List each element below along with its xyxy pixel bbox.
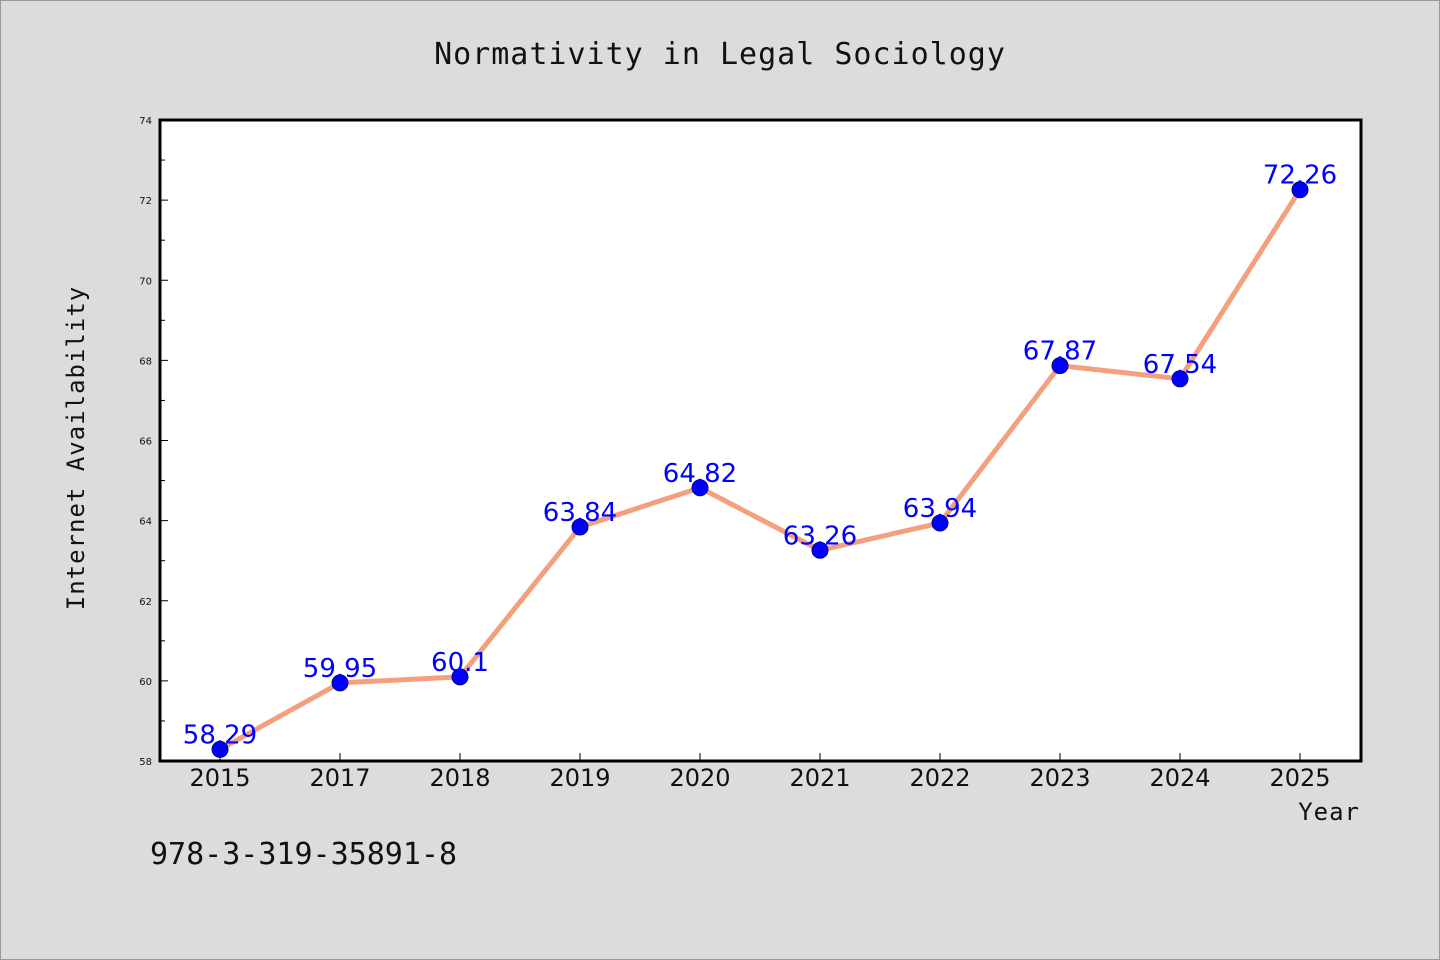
data-label: 60.1 — [431, 648, 489, 678]
y-tick-label: 70 — [139, 276, 152, 287]
chart-title: Normativity in Legal Sociology — [434, 37, 1006, 72]
data-label: 64.82 — [663, 459, 737, 489]
data-point — [211, 740, 229, 758]
y-tick-label: 68 — [139, 356, 152, 367]
data-point — [451, 668, 469, 686]
data-point — [1291, 181, 1309, 199]
data-point — [1051, 357, 1069, 375]
data-label: 67.54 — [1143, 350, 1217, 380]
x-tick-label: 2021 — [789, 764, 850, 792]
data-label: 63.94 — [903, 494, 977, 524]
y-tick-label: 60 — [139, 677, 152, 688]
y-tick-label: 64 — [139, 517, 152, 528]
x-tick-label: 2023 — [1029, 764, 1090, 792]
data-label: 59.95 — [303, 654, 377, 684]
x-axis-label: Year — [1298, 798, 1360, 826]
x-tick-label: 2017 — [309, 764, 370, 792]
x-tick-label: 2022 — [909, 764, 970, 792]
data-point — [931, 514, 949, 532]
data-point — [1171, 370, 1189, 388]
x-tick-label: 2019 — [549, 764, 610, 792]
data-label: 72.26 — [1263, 161, 1337, 191]
data-point — [811, 541, 829, 559]
y-tick-label: 58 — [139, 757, 152, 768]
isbn-footnote: 978-3-319-35891-8 — [150, 837, 457, 872]
x-tick-label: 2020 — [669, 764, 730, 792]
series-line — [217, 187, 1303, 752]
data-point — [571, 518, 589, 536]
y-tick-label: 66 — [139, 437, 152, 448]
y-axis: 58 60 62 64 66 68 70 72 74 — [139, 116, 168, 768]
data-label: 67.87 — [1023, 337, 1097, 367]
plot-area — [158, 118, 1363, 763]
y-tick-label: 74 — [139, 116, 152, 127]
series-group: 58.29 59.95 60.1 63.84 64.82 63.26 63.94 67.87 6… — [183, 161, 1337, 758]
data-label: 63.26 — [783, 521, 857, 551]
data-point — [331, 674, 349, 692]
y-axis-label: Internet Availability — [62, 286, 90, 610]
data-point — [691, 479, 709, 497]
y-tick-label: 62 — [139, 597, 152, 608]
data-label: 58.29 — [183, 720, 257, 750]
x-tick-label: 2015 — [189, 764, 250, 792]
x-tick-label: 2025 — [1269, 764, 1330, 792]
x-tick-label: 2018 — [429, 764, 490, 792]
x-tick-label: 2024 — [1149, 764, 1210, 792]
x-axis: 2015 2017 2018 2019 2020 2021 2022 2023 2024 2025 — [189, 753, 1331, 792]
y-tick-label: 72 — [139, 196, 152, 207]
data-label: 63.84 — [543, 498, 617, 528]
